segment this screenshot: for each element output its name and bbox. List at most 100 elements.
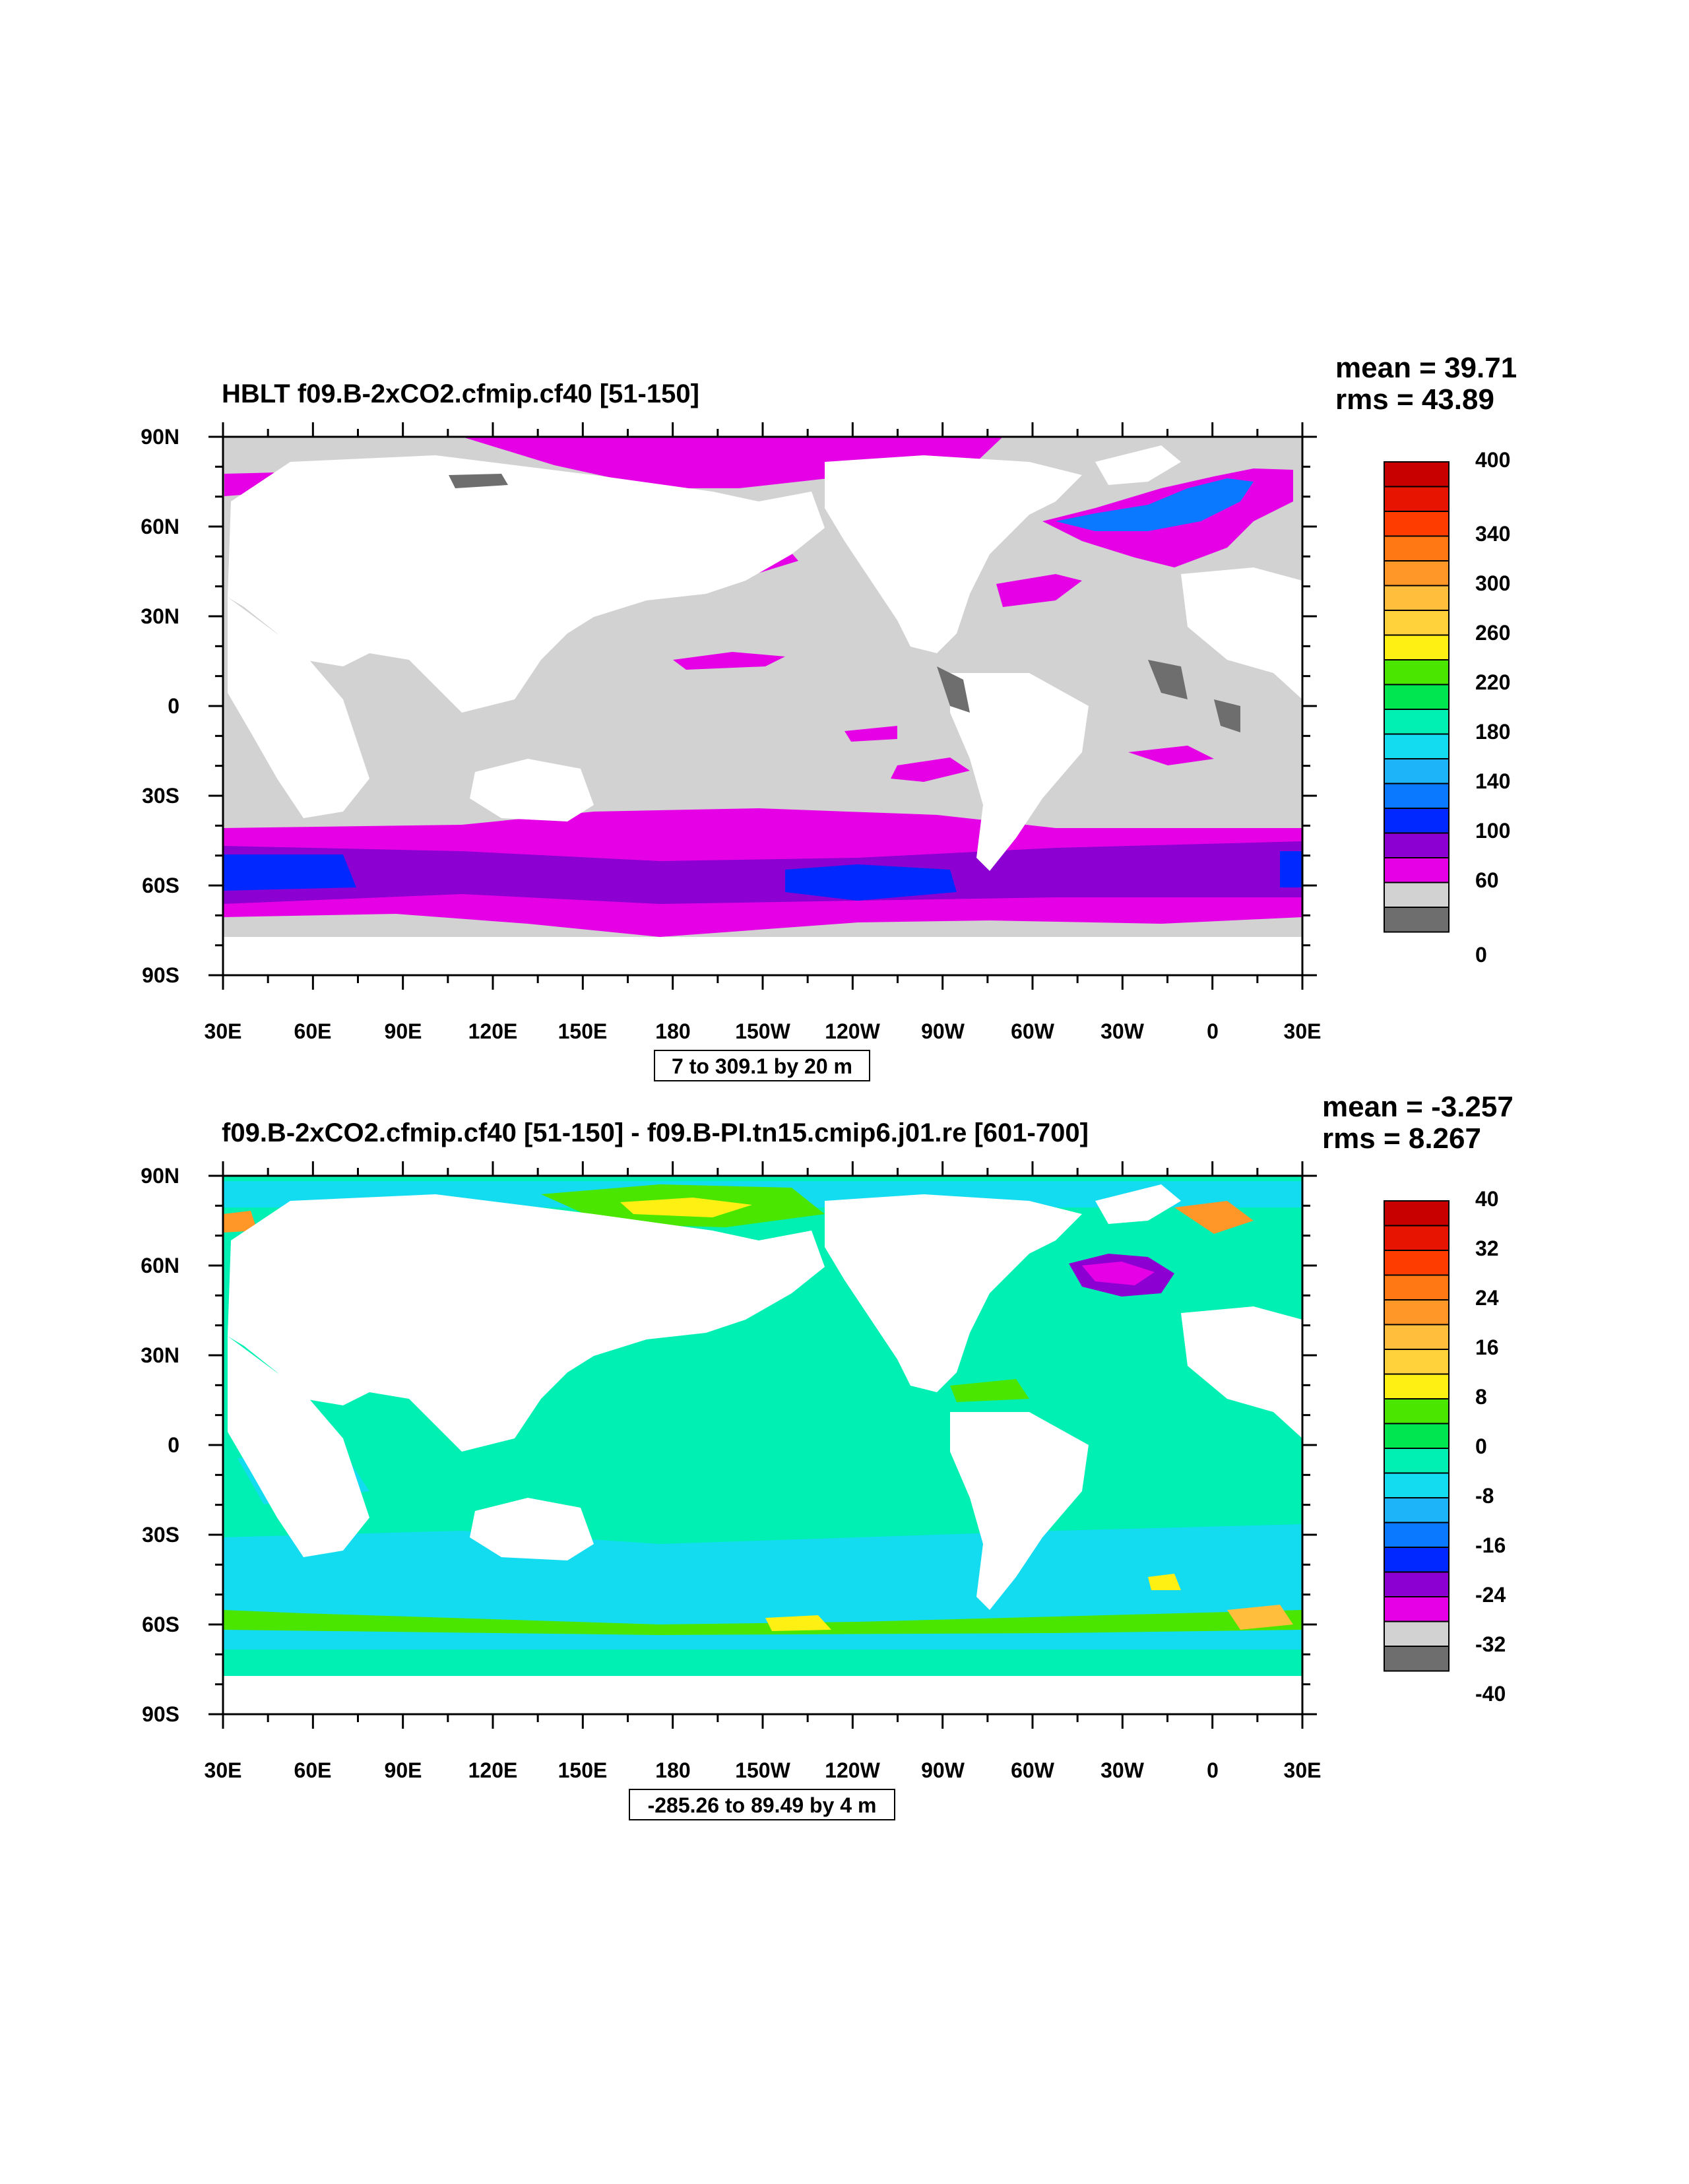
colorbar-box <box>1384 560 1450 587</box>
colorbar-box <box>1384 535 1450 562</box>
south-america-landmass <box>950 673 1089 871</box>
lat-label: 30N <box>141 1343 179 1367</box>
africa-landmass <box>228 597 369 818</box>
panel-title: f09.B-2xCO2.cfmip.cf40 [51-150] - f09.B-… <box>222 1118 1089 1147</box>
axis-ticks <box>208 422 1317 990</box>
atlantic-hot-patch <box>1148 1574 1181 1590</box>
lon-label: 180 <box>655 1758 690 1782</box>
lon-label: 150E <box>558 1019 608 1043</box>
lon-label: 150W <box>735 1019 790 1043</box>
lon-label: 120W <box>825 1019 880 1043</box>
colorbar-box <box>1384 1448 1450 1474</box>
gulf-stream-region <box>996 574 1082 607</box>
colorbar-box <box>1384 783 1450 809</box>
lon-label: 60W <box>1011 1019 1055 1043</box>
tropical-streak <box>844 726 897 742</box>
arctic-high-region <box>462 437 1003 488</box>
southern-hot-patch <box>1227 1605 1293 1630</box>
lat-label: 60S <box>142 1613 179 1636</box>
lon-axis-labels: 30E 60E 90E 120E 150E 180 150W 120W 90W … <box>205 1019 1322 1043</box>
tropical-warm-patch <box>950 1379 1029 1402</box>
contour-info-label: 7 to 309.1 by 20 m <box>672 1054 852 1078</box>
lon-label: 90W <box>921 1019 965 1043</box>
north-america-landmass <box>825 455 1082 653</box>
lon-label: 60E <box>294 1019 332 1043</box>
colorbar-box <box>1384 486 1450 512</box>
lat-label: 0 <box>168 1433 179 1457</box>
colorbar-box <box>1384 1299 1450 1326</box>
map-field <box>223 1176 1302 1714</box>
colorbar-label: 400 <box>1475 448 1510 472</box>
colorbar-label: -24 <box>1475 1583 1506 1607</box>
contour-info-label: -285.26 to 89.49 by 4 m <box>648 1793 877 1817</box>
panel-hblt: HBLT f09.B-2xCO2.cfmip.cf40 [51-150] mea… <box>141 352 1517 1081</box>
tropical-streak <box>673 652 785 670</box>
labrador-negative-core <box>1082 1262 1155 1285</box>
lat-label: 30S <box>142 1523 179 1547</box>
lat-label: 0 <box>168 694 179 718</box>
colorbar-label: 140 <box>1475 769 1510 793</box>
colorbar-label: -8 <box>1475 1484 1494 1508</box>
colorbar-label: -32 <box>1475 1632 1506 1656</box>
lon-label: 120W <box>825 1758 880 1782</box>
lon-label: 90E <box>385 1019 422 1043</box>
coastal-low-cells <box>449 474 1240 732</box>
colorbar-box <box>1384 1225 1450 1251</box>
panel-difference: f09.B-2xCO2.cfmip.cf40 [51-150] - f09.B-… <box>141 1091 1514 1820</box>
lat-axis-labels: 90N 60N 30N 0 30S 60S 90S <box>141 425 179 987</box>
north-america-landmass <box>825 1194 1082 1392</box>
southern-ocean-peak-indian <box>223 854 356 891</box>
australia-landmass <box>470 759 594 821</box>
colorbar-label: 260 <box>1475 621 1510 645</box>
lon-axis-labels: 30E 60E 90E 120E 150E 180 150W 120W 90W … <box>205 1758 1322 1782</box>
colorbar-label: -40 <box>1475 1682 1506 1706</box>
rms-label: rms = 8.267 <box>1322 1122 1481 1155</box>
tropical-streak <box>891 757 970 782</box>
continents <box>223 445 1302 975</box>
southern-ocean-peak-pacific <box>785 864 957 901</box>
colorbar-box <box>1384 882 1450 908</box>
colorbar-box <box>1384 1596 1450 1622</box>
info-box-frame <box>629 1789 895 1820</box>
coastal-cell <box>937 666 970 713</box>
lat-label: 30S <box>142 784 179 808</box>
colorbar-box <box>1384 733 1450 759</box>
colorbar-label: 40 <box>1475 1187 1499 1211</box>
colorbar-box <box>1384 1571 1450 1597</box>
lon-label: 90W <box>921 1758 965 1782</box>
colorbar-labels: 400 340 300 260 220 180 140 100 60 0 <box>1475 448 1510 967</box>
tropical-streak <box>1128 746 1214 765</box>
colorbar-box <box>1384 1423 1450 1449</box>
lon-label: 90E <box>385 1758 422 1782</box>
lon-label: 30W <box>1100 1758 1145 1782</box>
colorbar-box <box>1384 1373 1450 1399</box>
colorbar-box <box>1384 758 1450 785</box>
antarctica-landmass <box>223 937 1302 975</box>
colorbar-box <box>1384 1646 1450 1672</box>
info-box: -285.26 to 89.49 by 4 m <box>629 1789 895 1820</box>
colorbar <box>1384 1200 1450 1672</box>
colorbar-label: 8 <box>1475 1385 1487 1409</box>
info-box: 7 to 309.1 by 20 m <box>654 1050 870 1081</box>
colorbar-label: 0 <box>1475 1434 1487 1458</box>
panel-title: HBLT f09.B-2xCO2.cfmip.cf40 [51-150] <box>222 379 699 408</box>
greenland-landmass <box>1095 1184 1181 1224</box>
lon-label: 120E <box>468 1019 518 1043</box>
colorbar-box <box>1384 1349 1450 1375</box>
lat-label: 60N <box>141 1254 179 1277</box>
colorbar-box <box>1384 634 1450 660</box>
southern-ocean-peak-atlantic <box>1280 851 1302 887</box>
eurasia-landmass <box>228 455 825 713</box>
southern-ocean-higher-band <box>223 841 1302 904</box>
lat-label: 60S <box>142 874 179 897</box>
arctic-hot-patch <box>620 1198 752 1217</box>
lon-label: 0 <box>1207 1758 1219 1782</box>
colorbar-box <box>1384 1274 1450 1301</box>
europe-africa-east <box>1181 567 1302 699</box>
lon-label: 30E <box>205 1019 242 1043</box>
lat-label: 60N <box>141 515 179 538</box>
barents-hot-patch <box>223 1211 257 1233</box>
lon-label: 180 <box>655 1019 690 1043</box>
south-america-landmass <box>950 1412 1089 1610</box>
